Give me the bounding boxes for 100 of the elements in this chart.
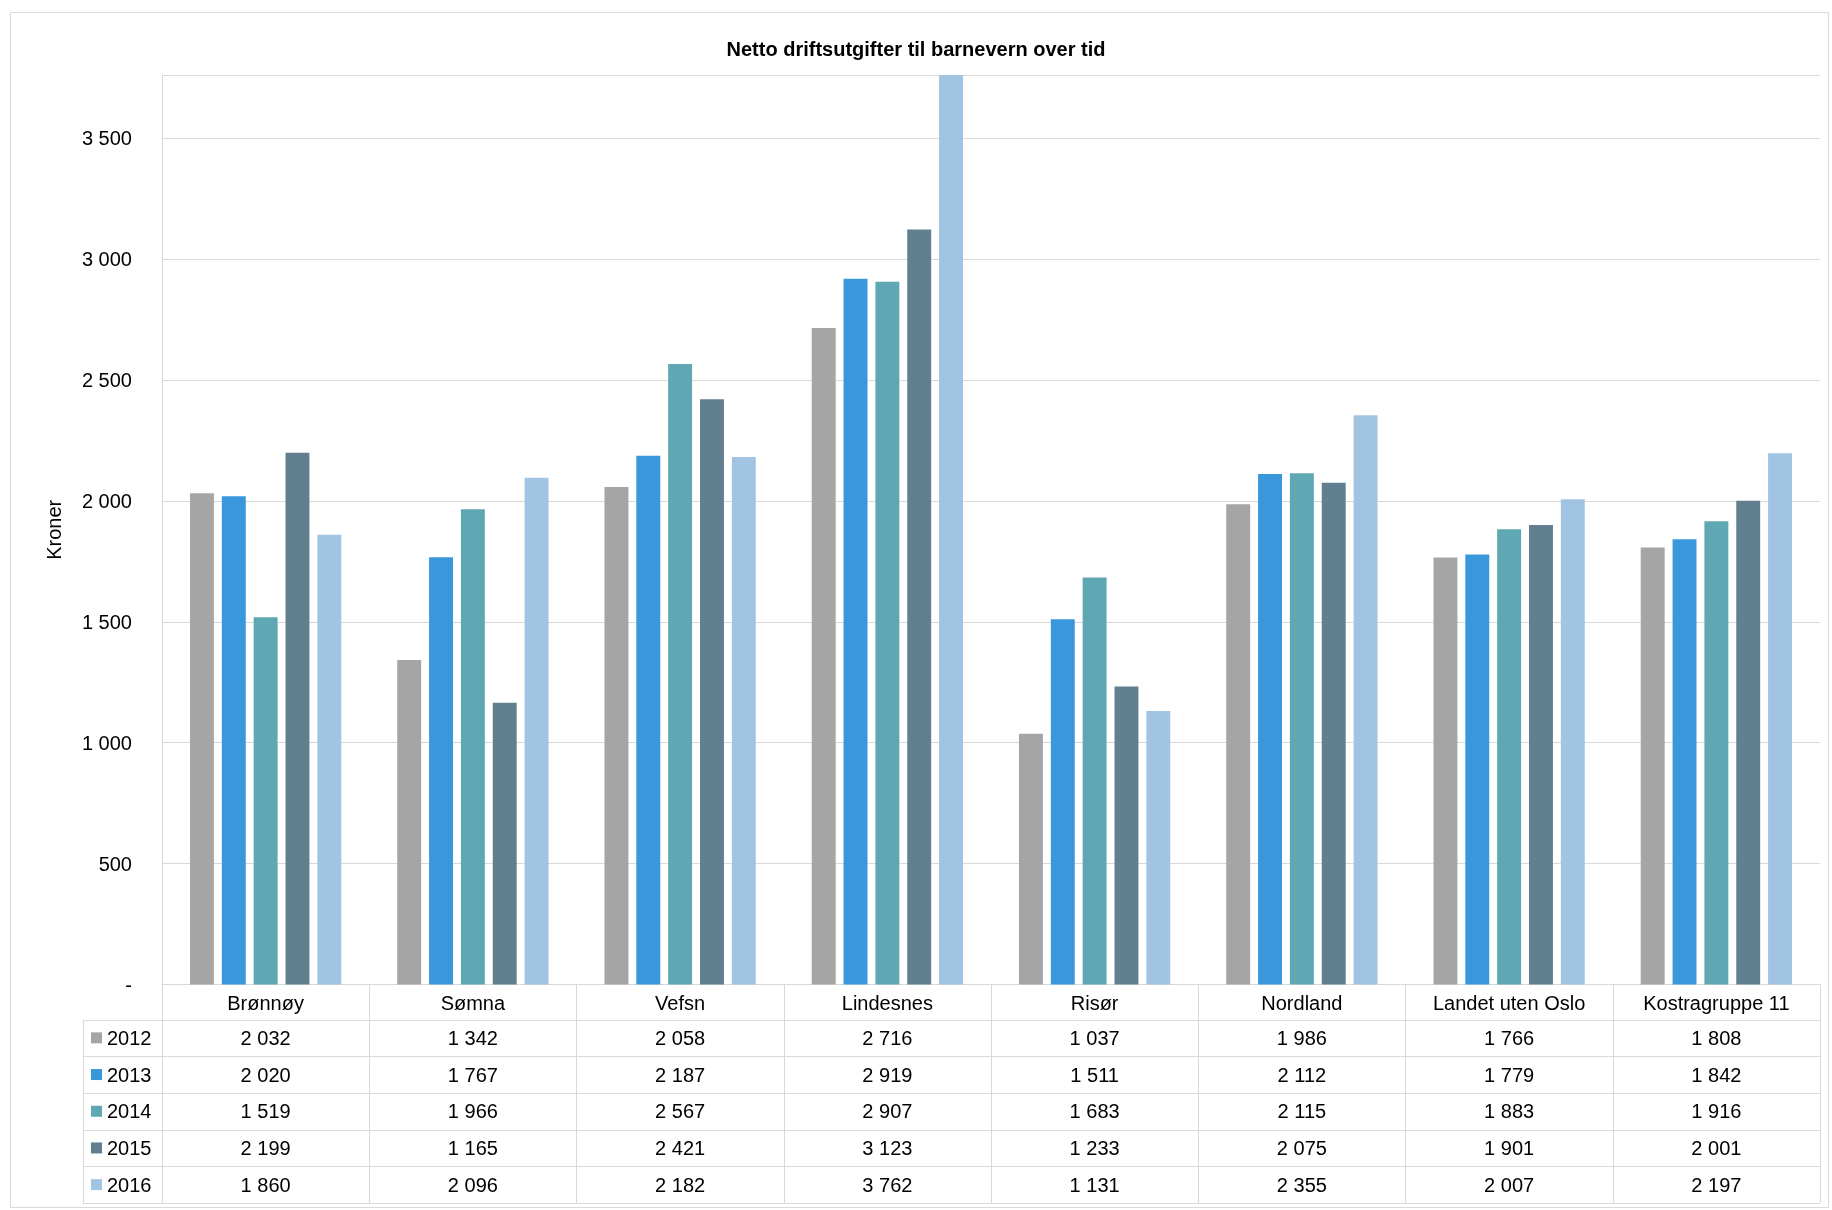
x-tick-label: Nordland: [1261, 991, 1343, 1014]
data-label: 2 112: [1277, 1063, 1327, 1086]
y-tick-label: 2 000: [81, 489, 132, 512]
bar: [1146, 711, 1171, 985]
bar: [492, 702, 517, 985]
bar: [221, 496, 246, 985]
x-tick-label: Landet uten Oslo: [1432, 991, 1586, 1014]
data-label: 1 766: [1484, 1026, 1535, 1049]
data-label: 1 842: [1691, 1063, 1742, 1086]
data-label: 2 907: [862, 1100, 913, 1123]
data-label: 2 007: [1484, 1173, 1535, 1196]
data-label: 2 075: [1276, 1136, 1327, 1159]
bar: [1289, 473, 1314, 985]
x-tick-label: Lindesnes: [841, 991, 933, 1014]
y-tick-label: 3 000: [81, 248, 132, 271]
data-label: 1 808: [1691, 1026, 1742, 1049]
legend-label: 2014: [107, 1100, 152, 1123]
data-label: 1 883: [1484, 1100, 1535, 1123]
bar: [1226, 504, 1251, 985]
x-tick-label: Sømna: [440, 991, 506, 1014]
bar: [1465, 554, 1490, 985]
data-label: 1 233: [1069, 1136, 1120, 1159]
data-label: 2 919: [862, 1063, 913, 1086]
data-label: 2 567: [655, 1100, 706, 1123]
bar: [843, 278, 868, 985]
bar: [1736, 500, 1761, 985]
bar: [1018, 733, 1043, 985]
bar: [731, 456, 756, 985]
bar: [1497, 529, 1522, 985]
data-label: 2 058: [655, 1026, 706, 1049]
y-tick-label: -: [125, 973, 132, 996]
data-label: 1 860: [240, 1173, 291, 1196]
y-tick-label: 2 500: [81, 369, 132, 392]
bar: [1082, 577, 1107, 985]
bar: [460, 509, 485, 985]
bar: [939, 75, 964, 985]
bar: [636, 455, 661, 985]
bar: [1433, 557, 1458, 985]
bar: [604, 486, 629, 985]
bar: [1114, 686, 1139, 985]
x-tick-label: Brønnøy: [227, 991, 304, 1014]
data-label: 1 342: [447, 1026, 498, 1049]
data-label: 3 762: [862, 1173, 913, 1196]
bar: [668, 363, 693, 985]
bar: [1560, 499, 1585, 985]
bar: [189, 493, 214, 985]
bar: [317, 534, 342, 985]
bar: [1768, 453, 1793, 985]
data-label: 1 511: [1070, 1063, 1119, 1086]
data-label: 2 096: [447, 1173, 498, 1196]
data-label: 2 182: [655, 1173, 706, 1196]
data-label: 2 421: [655, 1136, 706, 1159]
bar: [429, 557, 454, 985]
data-label: 2 199: [240, 1136, 291, 1159]
bar: [253, 617, 278, 985]
legend-label: 2013: [107, 1063, 152, 1086]
data-label: 1 986: [1276, 1026, 1327, 1049]
data-label: 1 519: [240, 1100, 291, 1123]
data-label: 1 916: [1691, 1100, 1742, 1123]
data-label: 3 123: [862, 1136, 913, 1159]
bar: [699, 399, 724, 985]
data-label: 1 779: [1484, 1063, 1535, 1086]
data-label: 2 020: [240, 1063, 291, 1086]
data-label: 2 001: [1691, 1136, 1742, 1159]
bar: [1050, 619, 1075, 985]
y-tick-label: 3 500: [81, 127, 132, 150]
data-label: 2 187: [655, 1063, 706, 1086]
data-label: 1 683: [1069, 1100, 1120, 1123]
legend-label: 2015: [107, 1136, 152, 1159]
x-tick-label: Vefsn: [655, 991, 706, 1014]
data-label: 1 901: [1484, 1136, 1535, 1159]
bar: [285, 452, 310, 985]
bar: [875, 281, 900, 985]
bar: [1258, 473, 1283, 985]
bar: [397, 660, 422, 985]
data-label: 1 767: [447, 1063, 498, 1086]
bar: [1321, 482, 1346, 985]
y-tick-label: 1 500: [81, 610, 132, 633]
legend-label: 2012: [107, 1026, 152, 1049]
data-label: 1 131: [1069, 1173, 1120, 1196]
data-label: 1 165: [447, 1136, 498, 1159]
bar: [1672, 539, 1697, 985]
bar: [1528, 524, 1553, 985]
data-label: 1 037: [1069, 1026, 1120, 1049]
bar: [907, 229, 932, 985]
data-label: 1 966: [447, 1100, 498, 1123]
bar: [524, 477, 549, 985]
y-tick-label: 1 000: [81, 731, 132, 754]
bar: [1640, 547, 1665, 985]
data-label: 2 197: [1691, 1173, 1742, 1196]
data-label: 2 355: [1276, 1173, 1327, 1196]
data-label: 2 115: [1277, 1100, 1327, 1123]
x-tick-label: Risør: [1070, 991, 1119, 1014]
data-label: 2 032: [240, 1026, 291, 1049]
data-label: 2 716: [862, 1026, 913, 1049]
y-axis-title: Kroner: [43, 499, 65, 560]
legend-label: 2016: [107, 1173, 152, 1196]
x-tick-label: Kostragruppe 11: [1643, 991, 1790, 1014]
y-tick-label: 500: [98, 852, 132, 875]
bar: [811, 327, 836, 985]
